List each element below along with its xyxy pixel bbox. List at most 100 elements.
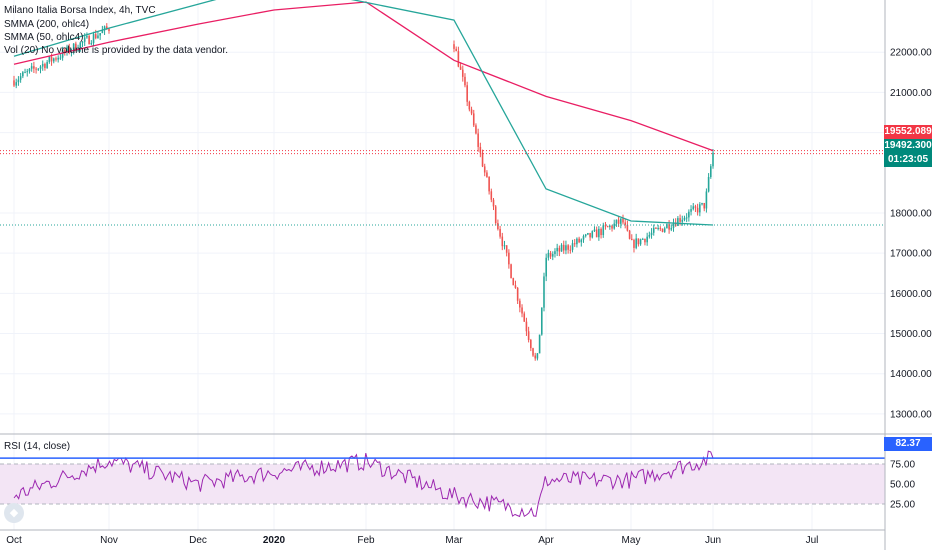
rsi-legend[interactable]: RSI (14, close) — [4, 441, 71, 452]
candle — [479, 142, 482, 158]
candle — [589, 232, 591, 241]
candle — [13, 75, 15, 87]
candle — [453, 40, 455, 53]
candle-body — [565, 245, 567, 251]
candle-body — [699, 204, 701, 213]
candle — [488, 176, 490, 195]
time-axis[interactable]: Oct Nov Dec 2020 Feb Mar Apr May Jun Jul — [6, 535, 818, 546]
candle — [628, 229, 631, 240]
candle-body — [661, 228, 664, 232]
candle — [61, 46, 64, 61]
candle — [696, 203, 699, 216]
price-axis[interactable]: 22000.00021000.00020000.00018000.0001700… — [890, 48, 932, 421]
candle-body — [556, 247, 558, 252]
candle — [33, 61, 35, 74]
candle-body — [105, 26, 108, 29]
candle-body — [562, 244, 565, 251]
candle — [103, 25, 106, 36]
candle — [24, 68, 26, 74]
candle-body — [710, 166, 712, 178]
candle-body — [94, 34, 97, 39]
candle — [571, 239, 574, 253]
candle-body — [68, 46, 71, 53]
candle-body — [26, 71, 29, 73]
candle-body — [648, 235, 651, 237]
candle-body — [569, 249, 572, 251]
candle-body — [560, 244, 563, 252]
candle — [492, 197, 495, 211]
candle — [699, 202, 701, 217]
candle — [611, 224, 613, 232]
candle-body — [525, 321, 528, 332]
candle — [543, 272, 545, 312]
candle-body — [637, 238, 640, 245]
candle-body — [22, 72, 24, 77]
time-tick-label: Mar — [445, 535, 463, 546]
candle-body — [688, 211, 690, 218]
candle — [72, 43, 75, 55]
candle-body — [66, 46, 68, 53]
candle-body — [547, 252, 550, 258]
candle — [39, 65, 42, 74]
candle — [637, 238, 640, 247]
candle — [508, 249, 510, 269]
price-tick-label: 14000.000 — [890, 369, 932, 380]
candle-body — [103, 26, 106, 31]
candle — [661, 228, 664, 233]
candle-body — [464, 76, 466, 86]
candle — [609, 224, 611, 230]
legend-volume[interactable]: Vol (20) No volume is provided by the da… — [4, 45, 229, 56]
rsi-tick-label: 50.00 — [890, 480, 915, 491]
candle — [536, 353, 539, 361]
time-tick-label: Jun — [705, 535, 721, 546]
candle-body — [595, 229, 598, 238]
candle — [88, 34, 90, 45]
candle — [455, 46, 457, 52]
candle — [22, 71, 24, 79]
candle-body — [52, 58, 55, 62]
legend-smma200[interactable]: SMMA (200, ohlc4) — [4, 19, 90, 30]
candle-body — [558, 247, 561, 252]
candle — [615, 219, 618, 227]
rsi-axis[interactable]: 75.00 50.00 25.00 — [890, 460, 915, 511]
candle-body — [534, 355, 537, 359]
candle — [641, 237, 644, 240]
candle — [461, 65, 464, 82]
candle-body — [639, 239, 642, 245]
candle-body — [551, 254, 554, 257]
candle-body — [501, 236, 504, 247]
candle — [576, 237, 578, 248]
candle-body — [674, 223, 677, 226]
candle-body — [88, 36, 90, 45]
candle — [650, 228, 653, 239]
candle — [683, 215, 686, 222]
candle-body — [468, 101, 471, 110]
candle-body — [79, 42, 82, 50]
candle-body — [692, 206, 695, 210]
candle-body — [39, 66, 42, 69]
legend-smma50[interactable]: SMMA (50, ohlc4) — [4, 32, 84, 43]
price-tick-label: 18000.000 — [890, 208, 932, 219]
candle — [569, 245, 572, 254]
candle-body — [655, 227, 657, 229]
candle — [46, 60, 48, 69]
legend-title: Milano Italia Borsa Index, 4h, TVC — [4, 5, 156, 16]
candle-body — [92, 34, 95, 44]
candle — [532, 347, 534, 357]
candle — [712, 149, 714, 169]
candle — [90, 40, 93, 46]
candle — [497, 219, 499, 231]
candle — [457, 46, 460, 68]
candle-body — [633, 240, 635, 248]
candle-body — [705, 191, 708, 209]
candle — [655, 227, 657, 229]
candle-body — [609, 225, 611, 228]
candle-body — [707, 177, 710, 192]
price-tick-label: 17000.000 — [890, 249, 932, 260]
candle — [97, 31, 99, 39]
candle — [562, 240, 565, 254]
candle-body — [453, 44, 455, 49]
candle — [549, 250, 552, 260]
candle — [580, 238, 583, 247]
